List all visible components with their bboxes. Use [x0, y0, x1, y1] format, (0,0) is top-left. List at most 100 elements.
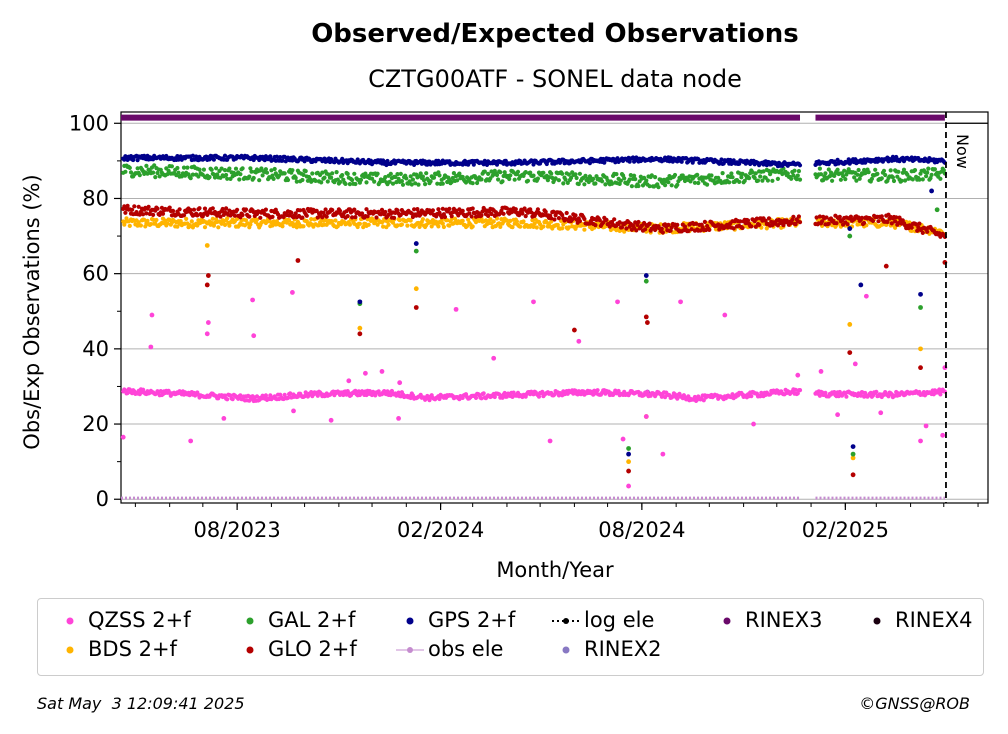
- data-point: [135, 158, 140, 163]
- data-point: [659, 226, 664, 231]
- data-point: [238, 393, 243, 398]
- data-point: [742, 178, 747, 183]
- legend-label: GPS 2+f: [428, 608, 516, 632]
- data-point: [876, 219, 881, 224]
- series-gal-2-f: [121, 163, 948, 457]
- data-point: [604, 217, 609, 222]
- data-point: [668, 228, 673, 233]
- data-point: [447, 223, 452, 228]
- data-point: [694, 221, 699, 226]
- data-point: [424, 171, 429, 176]
- data-point: [844, 394, 849, 399]
- outlier-point: [818, 369, 824, 374]
- data-point: [471, 162, 476, 167]
- data-point: [440, 206, 445, 211]
- data-point: [201, 167, 206, 172]
- data-point: [591, 176, 596, 181]
- outlier-point: [660, 451, 666, 457]
- data-point: [407, 179, 412, 184]
- data-point: [593, 223, 598, 228]
- data-point: [574, 175, 579, 181]
- outlier-point: [572, 327, 577, 333]
- outlier-point: [188, 438, 194, 444]
- data-point: [566, 172, 572, 177]
- data-point: [603, 182, 608, 187]
- data-point: [337, 208, 343, 213]
- data-point: [938, 176, 943, 181]
- data-point: [353, 215, 358, 220]
- data-point: [251, 175, 256, 181]
- data-point: [470, 206, 475, 211]
- data-point: [555, 222, 560, 228]
- data-point: [440, 221, 445, 226]
- outlier-point: [357, 331, 363, 337]
- outlier-point: [295, 258, 301, 263]
- data-point: [449, 216, 454, 222]
- data-point: [125, 390, 130, 396]
- data-point: [636, 183, 641, 189]
- data-point: [891, 178, 897, 184]
- data-point: [761, 169, 766, 174]
- data-point: [912, 168, 918, 173]
- data-point: [165, 172, 170, 177]
- data-point: [702, 219, 708, 224]
- outlier-point: [149, 312, 155, 318]
- data-point: [587, 161, 593, 166]
- data-point: [719, 157, 724, 162]
- data-point: [731, 226, 736, 231]
- data-point: [549, 171, 554, 176]
- data-point: [151, 170, 156, 175]
- outlier-point: [396, 416, 401, 421]
- data-point: [795, 391, 800, 396]
- data-point: [627, 177, 632, 182]
- data-point: [827, 174, 833, 179]
- data-point: [716, 175, 721, 180]
- data-point: [404, 176, 409, 181]
- data-point: [752, 175, 757, 180]
- data-point: [196, 174, 201, 179]
- data-point: [254, 394, 260, 399]
- data-point: [644, 178, 649, 183]
- data-point: [740, 225, 745, 231]
- data-point: [449, 214, 454, 219]
- data-point: [738, 219, 743, 224]
- outlier-point: [204, 282, 210, 288]
- outlier-point: [531, 299, 536, 305]
- data-point: [190, 172, 195, 177]
- outlier-point: [205, 320, 211, 325]
- data-point: [290, 168, 295, 173]
- data-point: [333, 218, 338, 223]
- legend-label: log ele: [584, 608, 655, 632]
- data-point: [473, 395, 479, 400]
- outlier-point: [204, 243, 210, 248]
- data-point: [209, 167, 214, 172]
- data-point: [515, 169, 521, 174]
- data-point: [319, 180, 324, 185]
- series-bds-2-f: [121, 216, 948, 465]
- data-point: [442, 214, 448, 220]
- data-point: [254, 217, 260, 222]
- data-point: [392, 215, 397, 220]
- data-point: [886, 394, 891, 399]
- data-point: [890, 175, 896, 180]
- data-point: [582, 182, 587, 187]
- data-point: [760, 178, 765, 183]
- data-point: [436, 224, 441, 229]
- data-point: [920, 177, 925, 182]
- data-point: [541, 170, 546, 175]
- data-point: [528, 170, 533, 175]
- data-point: [893, 225, 898, 230]
- outlier-point: [576, 338, 582, 344]
- data-point: [593, 181, 598, 186]
- legend-label: BDS 2+f: [88, 637, 177, 661]
- data-point: [469, 214, 474, 219]
- data-point: [123, 169, 128, 174]
- outlier-point: [940, 432, 946, 438]
- data-point: [428, 179, 433, 184]
- y-tick-label: 0: [96, 487, 109, 511]
- data-point: [672, 172, 678, 178]
- data-point: [393, 174, 398, 180]
- data-point: [649, 173, 654, 178]
- data-point: [577, 219, 583, 224]
- data-point: [375, 171, 380, 176]
